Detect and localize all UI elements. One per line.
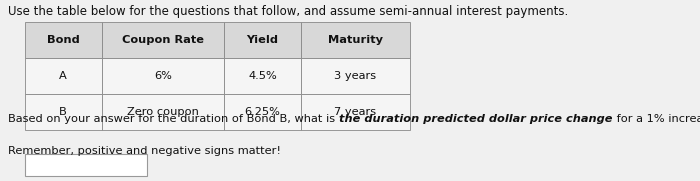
Text: Yield: Yield [246,35,279,45]
Bar [102,94,224,130]
Bar [301,22,410,58]
Text: Based on your answer for the duration of Bond B, what is: Based on your answer for the duration of… [8,114,339,124]
Text: 7 years: 7 years [334,107,377,117]
Bar [25,58,101,94]
Text: 6.25%: 6.25% [244,107,281,117]
Bar [25,94,101,130]
Text: Maturity: Maturity [328,35,383,45]
Text: 4.5%: 4.5% [248,71,277,81]
Text: 6%: 6% [154,71,172,81]
Text: B: B [59,107,67,117]
Text: Zero coupon: Zero coupon [127,107,199,117]
Text: Remember, positive and negative signs matter!: Remember, positive and negative signs ma… [8,146,281,156]
Bar [102,22,224,58]
Bar [301,58,410,94]
Text: Use the table below for the questions that follow, and assume semi-annual intere: Use the table below for the questions th… [8,5,568,18]
Bar [224,58,301,94]
Text: Bond: Bond [47,35,79,45]
Text: for a 1% increase in interest rates?: for a 1% increase in interest rates? [612,114,700,124]
Text: A: A [59,71,67,81]
Text: 3 years: 3 years [334,71,377,81]
Bar [25,154,147,176]
Text: Coupon Rate: Coupon Rate [122,35,204,45]
Text: the duration predicted dollar price change: the duration predicted dollar price chan… [339,114,612,124]
Bar [301,94,410,130]
Bar [102,58,224,94]
Bar [224,22,301,58]
Bar [224,94,301,130]
Bar [25,22,101,58]
